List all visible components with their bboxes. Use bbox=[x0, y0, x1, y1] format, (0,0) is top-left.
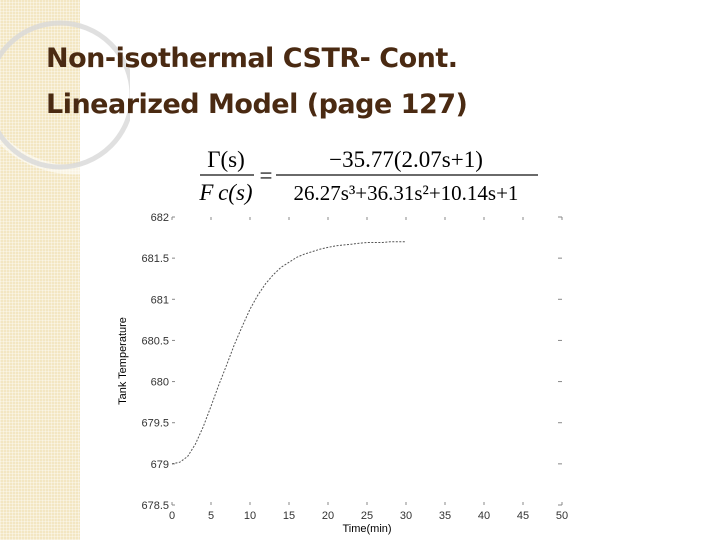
y-tick-label: 680.5 bbox=[141, 335, 169, 347]
y-tick-label: 679 bbox=[151, 459, 169, 471]
x-tick-label: 20 bbox=[322, 510, 334, 522]
x-tick-label: 5 bbox=[208, 510, 214, 522]
x-tick-label: 40 bbox=[478, 510, 490, 522]
y-tick-label: 682 bbox=[151, 212, 169, 224]
y-axis-ticks: 678.5 679 679.5 680 680.5 681 681.5 682 bbox=[141, 212, 562, 512]
slide-title: Non-isothermal CSTR- Cont. Linearized Mo… bbox=[46, 36, 666, 128]
formula-denominator-left: F c(s) bbox=[198, 180, 252, 205]
x-tick-label: 50 bbox=[556, 510, 568, 522]
y-tick-label: 680 bbox=[151, 377, 169, 389]
x-axis-label: Time(min) bbox=[342, 523, 391, 535]
transfer-function-formula: Γ(s) F c(s) = −35.77(2.07s+1) 26.27s³+36… bbox=[198, 147, 538, 205]
formula-denominator-right: 26.27s³+36.31s²+10.14s+1 bbox=[294, 181, 519, 205]
y-axis-label: Tank Temperature bbox=[117, 317, 129, 405]
x-tick-label: 15 bbox=[283, 510, 295, 522]
x-tick-label: 10 bbox=[244, 510, 256, 522]
x-tick-label: 35 bbox=[439, 510, 451, 522]
formula-numerator-left: Γ(s) bbox=[207, 147, 245, 172]
formula-equals: = bbox=[260, 163, 273, 188]
formula-numerator-right: −35.77(2.07s+1) bbox=[329, 147, 483, 172]
x-tick-label: 45 bbox=[517, 510, 529, 522]
slide-title-line-1: Non-isothermal CSTR- Cont. bbox=[46, 43, 458, 74]
decorative-circles bbox=[0, 20, 130, 175]
slide-sidebar-texture bbox=[0, 0, 80, 540]
x-tick-label: 25 bbox=[361, 510, 373, 522]
x-tick-label: 0 bbox=[169, 510, 175, 522]
series-line bbox=[171, 241, 406, 465]
y-tick-label: 681.5 bbox=[141, 253, 169, 265]
temperature-response-chart: 678.5 679 679.5 680 680.5 681 681.5 682 0 5 10 15 2… bbox=[117, 212, 568, 535]
slide-title-line-2: Linearized Model (page 127) bbox=[46, 89, 468, 120]
y-tick-label: 681 bbox=[151, 294, 169, 306]
y-tick-label: 679.5 bbox=[141, 418, 169, 430]
x-axis-ticks: 0 5 10 15 20 25 30 35 40 45 50 bbox=[169, 217, 568, 522]
x-tick-label: 30 bbox=[400, 510, 412, 522]
y-tick-label: 678.5 bbox=[141, 500, 169, 512]
